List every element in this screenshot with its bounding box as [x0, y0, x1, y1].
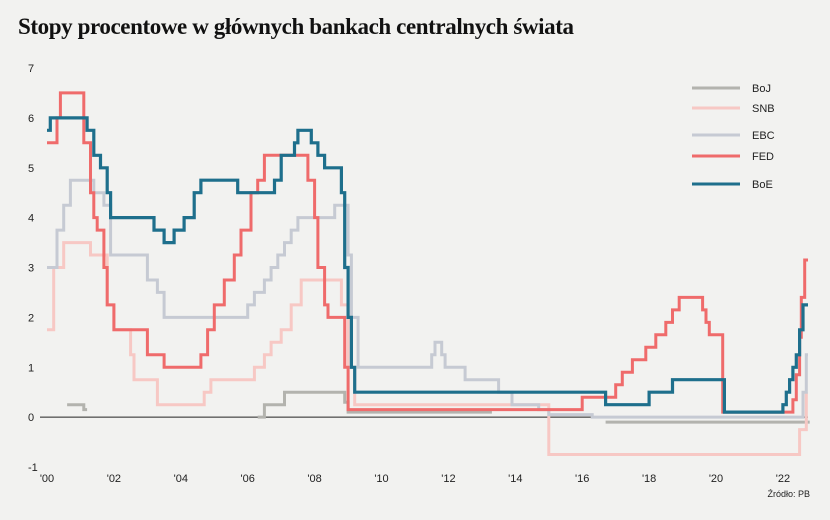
- y-tick-label: 5: [28, 163, 34, 175]
- legend-label-snb: SNB: [752, 103, 775, 115]
- y-tick-label: 2: [28, 312, 34, 324]
- x-tick-label: '10: [374, 473, 388, 485]
- x-tick-label: '02: [107, 473, 121, 485]
- series-line-boe: [47, 116, 808, 414]
- x-tick-label: '16: [575, 473, 589, 485]
- legend-label-boj: BoJ: [752, 83, 771, 95]
- series-line-boj: [67, 403, 88, 412]
- x-tick-label: '22: [776, 473, 790, 485]
- legend-label-ebc: EBC: [752, 130, 775, 142]
- y-tick-label: 0: [28, 412, 34, 424]
- x-tick-label: '04: [174, 473, 188, 485]
- y-tick-label: 7: [28, 63, 34, 75]
- y-tick-label: -1: [28, 462, 38, 474]
- y-axis: -1 0 1 2 3 4 5 6 7: [28, 63, 38, 474]
- x-tick-label: '06: [241, 473, 255, 485]
- source-note: Źródło: PB: [767, 489, 810, 499]
- legend-label-fed: FED: [752, 151, 774, 163]
- x-tick-label: '20: [709, 473, 723, 485]
- legend: BoJ SNB EBC FED BoE: [692, 83, 775, 191]
- x-axis: '00 '02 '04 '06 '08 '10 '12 '14 '16 '18 '20 '22: [40, 473, 790, 485]
- y-tick-label: 3: [28, 263, 34, 275]
- chart-title: Stopy procentowe w głównych bankach cent…: [18, 14, 574, 39]
- y-tick-label: 4: [28, 213, 34, 225]
- x-tick-label: '12: [441, 473, 455, 485]
- x-tick-label: '08: [307, 473, 321, 485]
- x-tick-label: '18: [642, 473, 656, 485]
- x-tick-label: '14: [508, 473, 522, 485]
- legend-label-boe: BoE: [752, 179, 773, 191]
- y-tick-label: 6: [28, 113, 34, 125]
- series-line-fed: [47, 91, 808, 414]
- series-layer: [47, 91, 810, 456]
- series-line-ebc: [47, 178, 808, 419]
- y-tick-label: 1: [28, 362, 34, 374]
- x-tick-label: '00: [40, 473, 54, 485]
